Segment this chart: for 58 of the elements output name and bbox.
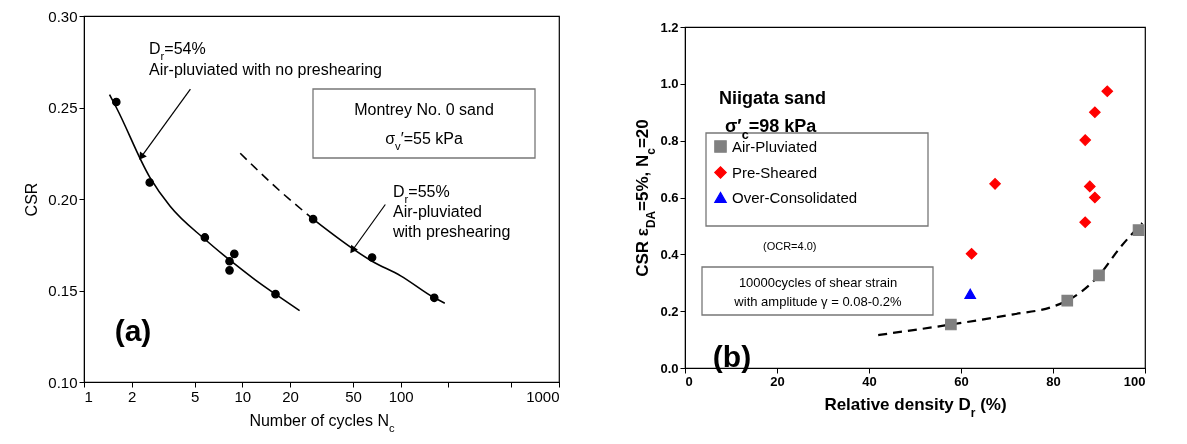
y-axis-title: CSR bbox=[23, 182, 41, 217]
annotation: Air-pluviated with no preshearing bbox=[149, 61, 383, 78]
x-tick-label: 60 bbox=[954, 373, 969, 389]
annotation: (a) bbox=[114, 314, 152, 347]
x-tick-label: 1000 bbox=[526, 387, 560, 405]
point bbox=[965, 247, 978, 260]
annotation: 10000cycles of shear strain bbox=[738, 275, 898, 290]
y-tick-label: 0.0 bbox=[660, 360, 679, 376]
y-tick-label: 0.2 bbox=[660, 303, 679, 319]
x-tick-label: 10 bbox=[234, 387, 252, 405]
annotation: Montrey No. 0 sand bbox=[354, 101, 494, 118]
x-tick-label: 80 bbox=[1046, 373, 1061, 389]
point bbox=[1101, 85, 1114, 98]
annotation: with preshearing bbox=[392, 223, 511, 240]
annotation: σ$_{v}$′=55 kPa bbox=[385, 130, 463, 152]
x-tick-label: 0 bbox=[685, 373, 693, 389]
y-tick-label: 0.8 bbox=[660, 133, 679, 149]
annotation: Niigata sand bbox=[719, 88, 827, 108]
point bbox=[989, 178, 1001, 190]
y-tick-label: 0.30 bbox=[48, 7, 78, 25]
legend-label: Over-Consolidated bbox=[732, 188, 858, 206]
annotation: with amplitude γ = 0.08-0.2% bbox=[733, 294, 903, 309]
x-tick-label: 100 bbox=[1123, 373, 1146, 389]
point bbox=[1079, 134, 1092, 146]
x-tick-label: 100 bbox=[388, 387, 414, 405]
y-tick-label: 1.0 bbox=[660, 76, 679, 92]
annotation: Air-pluviated bbox=[393, 203, 482, 220]
x-tick-label: 2 bbox=[127, 387, 137, 405]
point bbox=[964, 288, 977, 299]
y-tick-label: 0.4 bbox=[660, 246, 680, 262]
point bbox=[1079, 216, 1092, 229]
y-tick-label: 0.20 bbox=[48, 190, 78, 208]
y-tick-label: 0.25 bbox=[48, 99, 78, 116]
x-tick-label: 20 bbox=[282, 387, 299, 405]
point bbox=[1132, 224, 1145, 237]
annotation: D$_{r}$=55% bbox=[393, 183, 450, 205]
annotation: (OCR=4.0) bbox=[763, 240, 817, 252]
y-tick-label: 1.2 bbox=[660, 19, 679, 35]
annotation: σ′$_{c}$=98 kPa bbox=[725, 116, 818, 142]
legend-label: Pre-Sheared bbox=[732, 163, 818, 181]
point bbox=[1089, 191, 1101, 204]
annotation: (b) bbox=[712, 340, 752, 373]
x-axis-title: Relative density D$_{r}$ (%) bbox=[824, 394, 1007, 420]
x-axis-title: Number of cycles N$_{c}$ bbox=[249, 411, 395, 434]
point bbox=[1093, 269, 1105, 282]
annotation: D$_{r}$=54% bbox=[149, 40, 206, 62]
point bbox=[945, 318, 957, 331]
x-tick-label: 5 bbox=[191, 387, 200, 405]
x-tick-label: 1 bbox=[84, 387, 93, 405]
point bbox=[1089, 106, 1101, 119]
y-tick-label: 0.15 bbox=[48, 282, 78, 299]
x-tick-label: 40 bbox=[862, 373, 877, 389]
point bbox=[1061, 294, 1074, 307]
y-tick-label: 0.10 bbox=[48, 373, 78, 391]
x-tick-label: 20 bbox=[770, 373, 785, 389]
x-tick-label: 50 bbox=[345, 387, 362, 405]
point bbox=[1083, 180, 1096, 193]
y-tick-label: 0.6 bbox=[660, 190, 679, 205]
